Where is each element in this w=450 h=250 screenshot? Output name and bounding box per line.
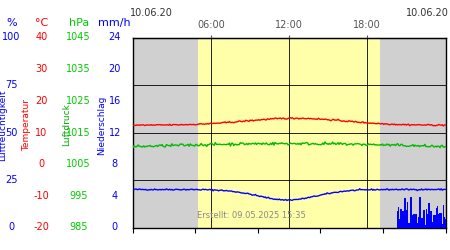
Bar: [405, 220, 407, 228]
Bar: [428, 222, 429, 228]
Text: Temperatur: Temperatur: [22, 99, 32, 151]
Bar: [427, 214, 428, 228]
Text: 4: 4: [112, 191, 118, 201]
Text: 1005: 1005: [67, 159, 91, 169]
Bar: [444, 218, 446, 228]
Text: hPa: hPa: [68, 18, 89, 28]
Bar: [426, 210, 428, 228]
Bar: [400, 209, 402, 228]
Text: %: %: [6, 18, 17, 28]
Bar: [422, 221, 424, 228]
Text: 0: 0: [38, 159, 45, 169]
Bar: [407, 202, 409, 228]
Text: 0: 0: [8, 222, 14, 232]
Bar: [417, 223, 419, 228]
Bar: [423, 210, 425, 228]
Bar: [409, 222, 410, 228]
Bar: [380, 38, 446, 228]
Text: 30: 30: [35, 64, 48, 74]
Text: -10: -10: [33, 191, 50, 201]
Bar: [399, 219, 400, 228]
Text: Luftdruck: Luftdruck: [62, 104, 71, 146]
Bar: [408, 223, 410, 228]
Text: Erstellt: 09.05.2025 15:35: Erstellt: 09.05.2025 15:35: [197, 211, 306, 220]
Bar: [397, 211, 399, 228]
Bar: [416, 220, 418, 228]
Text: 0: 0: [112, 222, 118, 232]
Text: 50: 50: [5, 128, 18, 138]
Text: 75: 75: [5, 80, 18, 90]
Bar: [419, 196, 421, 228]
Text: 1045: 1045: [67, 32, 91, 42]
Bar: [441, 224, 443, 228]
Bar: [404, 198, 406, 228]
Bar: [412, 215, 414, 228]
Bar: [445, 219, 446, 228]
Bar: [406, 210, 408, 228]
Bar: [437, 214, 439, 228]
Bar: [415, 214, 417, 228]
Bar: [440, 213, 442, 228]
Text: 1035: 1035: [67, 64, 91, 74]
Text: 985: 985: [69, 222, 88, 232]
Bar: [428, 202, 430, 228]
Bar: [431, 222, 433, 228]
Text: 100: 100: [2, 32, 20, 42]
Bar: [429, 211, 431, 228]
Text: mm/h: mm/h: [99, 18, 131, 28]
Text: -20: -20: [33, 222, 50, 232]
Bar: [434, 223, 436, 228]
Text: 1025: 1025: [67, 96, 91, 106]
Text: Luftfeuchtigkeit: Luftfeuchtigkeit: [0, 89, 7, 161]
Bar: [413, 214, 415, 228]
Text: 995: 995: [69, 191, 88, 201]
Text: 40: 40: [35, 32, 48, 42]
Bar: [198, 38, 380, 228]
Text: 10.06.20: 10.06.20: [406, 8, 449, 18]
Bar: [430, 211, 432, 228]
Text: Niederschlag: Niederschlag: [97, 95, 106, 155]
Bar: [400, 210, 401, 228]
Text: 10: 10: [35, 128, 48, 138]
Text: °C: °C: [35, 18, 48, 28]
Bar: [418, 217, 419, 228]
Bar: [438, 215, 440, 228]
Bar: [435, 215, 436, 228]
Text: 20: 20: [35, 96, 48, 106]
Bar: [436, 208, 437, 228]
Bar: [411, 226, 413, 228]
Text: 25: 25: [5, 175, 18, 185]
Bar: [420, 220, 422, 228]
Text: 20: 20: [108, 64, 121, 74]
Bar: [410, 197, 412, 228]
Bar: [414, 215, 416, 228]
Bar: [436, 206, 438, 228]
Bar: [410, 219, 411, 228]
Bar: [421, 218, 423, 228]
Bar: [402, 211, 404, 228]
Text: 10.06.20: 10.06.20: [130, 8, 172, 18]
Text: 12: 12: [108, 128, 121, 138]
Bar: [432, 224, 434, 228]
Bar: [439, 212, 441, 228]
Text: 16: 16: [108, 96, 121, 106]
Text: 24: 24: [108, 32, 121, 42]
Bar: [443, 205, 445, 228]
Bar: [133, 38, 198, 228]
Bar: [398, 207, 400, 228]
Bar: [424, 225, 426, 228]
Text: 8: 8: [112, 159, 118, 169]
Text: 1015: 1015: [67, 128, 91, 138]
Bar: [433, 215, 435, 228]
